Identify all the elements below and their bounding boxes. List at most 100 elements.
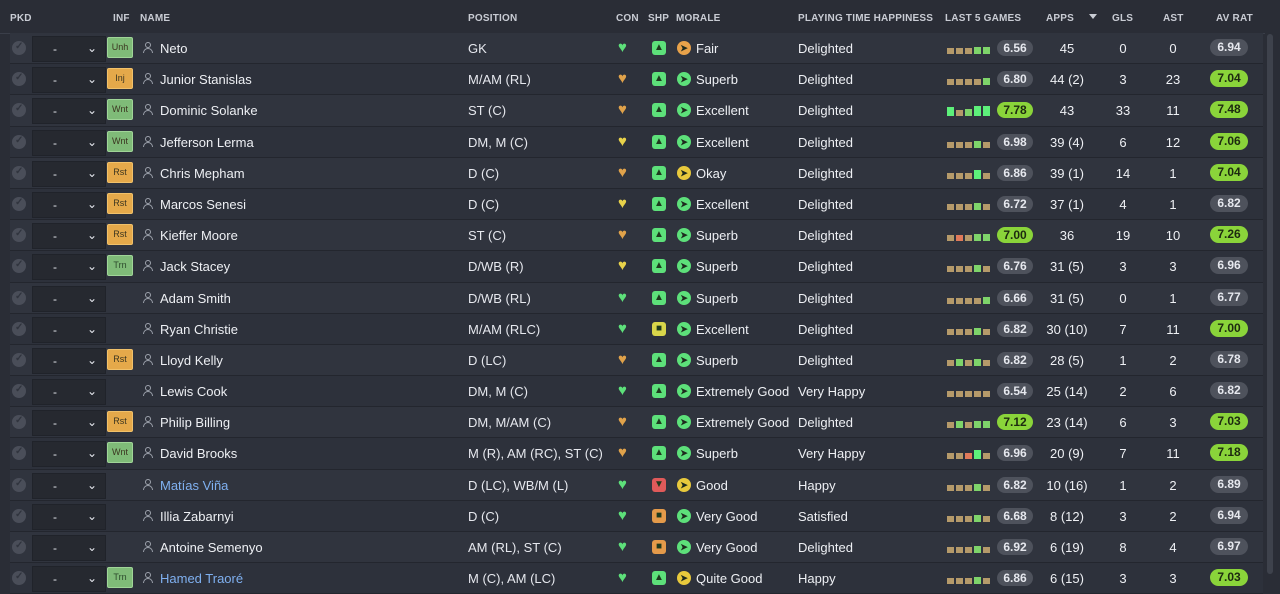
scrollbar-thumb[interactable] xyxy=(1267,34,1273,574)
select-checkbox[interactable] xyxy=(12,508,26,523)
pkd-select[interactable]: - ⌄ xyxy=(32,98,106,125)
inf-badge[interactable]: Rst xyxy=(107,192,133,214)
select-checkbox[interactable] xyxy=(12,352,26,367)
player-name[interactable]: Adam Smith xyxy=(160,290,231,306)
pkd-select[interactable]: - ⌄ xyxy=(32,566,106,593)
col-last5[interactable]: LAST 5 GAMES xyxy=(945,13,1022,24)
player-name[interactable]: Hamed Traoré xyxy=(160,571,244,587)
pkd-select[interactable]: - ⌄ xyxy=(32,254,106,281)
col-pkd[interactable]: PKD xyxy=(10,13,32,24)
col-apps[interactable]: APPS xyxy=(1046,13,1075,24)
scrollbar[interactable] xyxy=(1266,34,1274,574)
pkd-select[interactable]: - ⌄ xyxy=(32,379,106,406)
pkd-select[interactable]: - ⌄ xyxy=(32,535,106,561)
select-checkbox[interactable] xyxy=(12,72,26,87)
player-name[interactable]: Illia Zabarnyi xyxy=(160,508,234,524)
sort-desc-icon[interactable] xyxy=(1089,14,1097,19)
player-name[interactable]: Antoine Semenyo xyxy=(160,540,263,555)
player-name[interactable]: Chris Mepham xyxy=(160,165,245,181)
player-name[interactable]: Philip Billing xyxy=(160,415,231,431)
player-name[interactable]: Ryan Christie xyxy=(160,321,239,337)
select-checkbox[interactable] xyxy=(12,415,26,430)
player-name[interactable]: David Brooks xyxy=(160,446,238,462)
col-con[interactable]: CON xyxy=(616,13,639,24)
col-inf[interactable]: INF xyxy=(113,13,130,24)
player-name[interactable]: Kieffer Moore xyxy=(160,228,238,244)
pkd-select[interactable]: - ⌄ xyxy=(32,472,106,499)
player-name[interactable]: Lewis Cook xyxy=(160,384,228,400)
pkd-select[interactable]: - ⌄ xyxy=(32,316,106,343)
select-checkbox[interactable] xyxy=(12,321,26,336)
player-name[interactable]: Jack Stacey xyxy=(160,259,231,275)
inf-badge[interactable]: Wnt xyxy=(107,99,133,121)
pkd-select[interactable]: - ⌄ xyxy=(32,441,106,468)
inf-badge[interactable]: Inj xyxy=(107,68,133,90)
col-shp[interactable]: SHP xyxy=(648,13,670,24)
select-checkbox[interactable] xyxy=(12,134,26,149)
player-name[interactable]: Dominic Solanke xyxy=(160,103,258,119)
select-checkbox[interactable] xyxy=(12,384,26,399)
inf-badge[interactable]: Trn xyxy=(107,255,133,277)
pkd-select[interactable]: - ⌄ xyxy=(32,191,106,218)
inf-badge[interactable]: Rst xyxy=(107,161,133,183)
col-playing-time[interactable]: PLAYING TIME HAPPINESS xyxy=(798,13,934,24)
player-name[interactable]: Junior Stanislas xyxy=(160,72,252,88)
select-checkbox[interactable] xyxy=(12,228,26,243)
col-ast[interactable]: AST xyxy=(1163,13,1184,24)
col-name[interactable]: NAME xyxy=(140,13,171,24)
inf-badge[interactable]: Rst xyxy=(107,411,133,433)
col-av-rat[interactable]: AV RAT xyxy=(1216,13,1253,24)
select-checkbox[interactable] xyxy=(12,540,26,554)
col-gls[interactable]: GLS xyxy=(1112,13,1134,24)
select-checkbox[interactable] xyxy=(12,196,26,211)
select-checkbox[interactable] xyxy=(12,259,26,274)
player-name[interactable]: Lloyd Kelly xyxy=(160,352,223,368)
player-name[interactable]: Matías Viña xyxy=(160,477,229,493)
pkd-select[interactable]: - ⌄ xyxy=(32,347,106,374)
select-checkbox[interactable] xyxy=(12,165,26,180)
player-name[interactable]: Jefferson Lerma xyxy=(160,134,254,150)
pkd-select[interactable]: - ⌄ xyxy=(32,160,106,187)
select-checkbox[interactable] xyxy=(12,477,26,492)
col-morale[interactable]: MORALE xyxy=(676,13,721,24)
inf-badge[interactable]: Wnt xyxy=(107,442,133,464)
inf-badge[interactable]: Unh xyxy=(107,37,133,58)
pkd-select[interactable]: - ⌄ xyxy=(32,67,106,94)
select-checkbox[interactable] xyxy=(12,571,26,586)
col-position[interactable]: POSITION xyxy=(468,13,518,24)
inf-badge[interactable]: Wnt xyxy=(107,130,133,152)
select-checkbox[interactable] xyxy=(12,446,26,461)
player-name[interactable]: Neto xyxy=(160,41,188,56)
pkd-select[interactable]: - ⌄ xyxy=(32,503,106,530)
pkd-select[interactable]: - ⌄ xyxy=(32,36,106,62)
select-checkbox[interactable] xyxy=(12,103,26,118)
select-checkbox[interactable] xyxy=(12,41,26,55)
player-name[interactable]: Marcos Senesi xyxy=(160,196,246,212)
inf-badge[interactable]: Trn xyxy=(107,567,133,589)
select-checkbox[interactable] xyxy=(12,290,26,305)
pkd-select[interactable]: - ⌄ xyxy=(32,285,106,312)
pkd-select[interactable]: - ⌄ xyxy=(32,410,106,437)
pkd-select[interactable]: - ⌄ xyxy=(32,129,106,156)
inf-badge[interactable]: Rst xyxy=(107,348,133,370)
pkd-select[interactable]: - ⌄ xyxy=(32,223,106,250)
inf-badge[interactable]: Rst xyxy=(107,224,133,246)
